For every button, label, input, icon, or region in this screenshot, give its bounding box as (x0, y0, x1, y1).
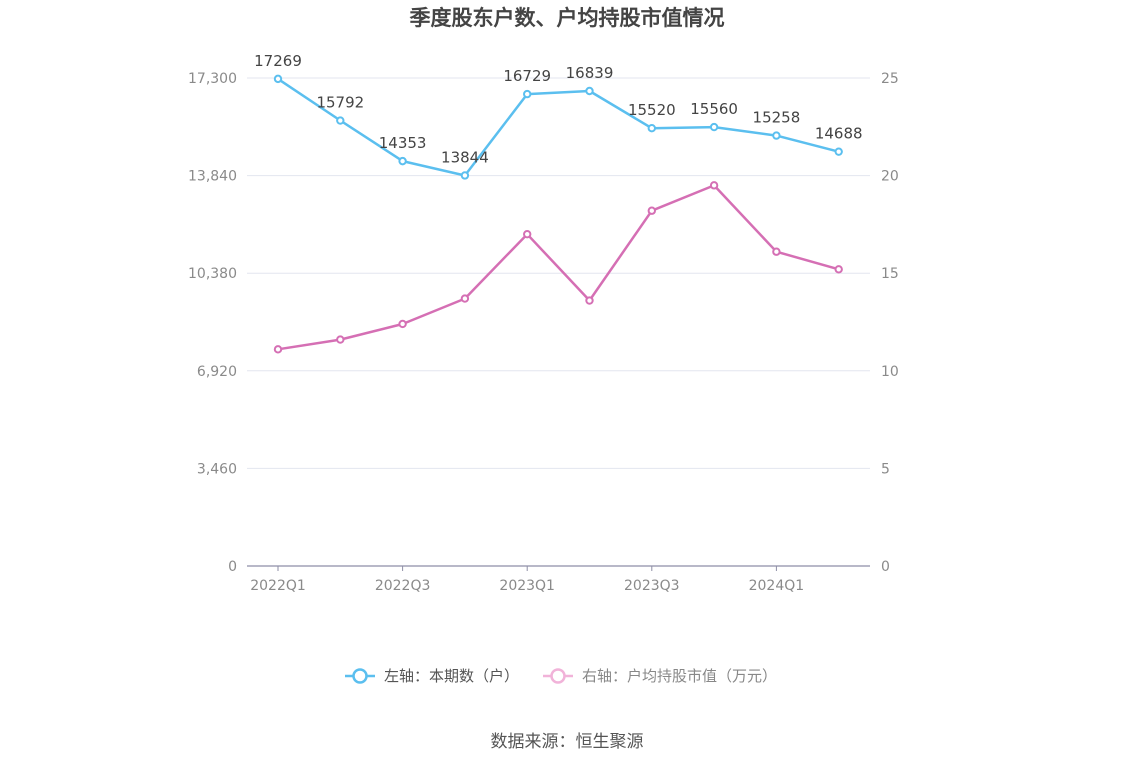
x-axis: 2022Q1 2022Q3 2023Q1 2023Q3 2024Q1 (247, 565, 870, 594)
series-1-point (523, 89, 532, 99)
source-note: 数据来源：恒生聚源 (491, 732, 644, 752)
series-1-point (834, 147, 843, 156)
series-1-point (585, 86, 594, 96)
y-axis-right: 0 5 10 15 20 25 (881, 71, 899, 575)
series-1-point (709, 122, 719, 132)
legend-item-2[interactable]: 右轴：户均持股市值（万元） (543, 667, 777, 685)
data-label: 15560 (690, 100, 738, 118)
series-1-point (772, 131, 781, 140)
x-tick-label: 2022Q1 (250, 578, 306, 594)
x-tick-label: 2023Q1 (499, 578, 555, 594)
legend-marker (550, 668, 566, 684)
y-right-tick-label: 0 (881, 559, 890, 575)
y-right-tick-label: 10 (881, 364, 899, 380)
series-2-point (460, 294, 470, 303)
y-right-tick-label: 25 (881, 71, 899, 87)
y-left-tick-label: 13,840 (188, 169, 237, 185)
data-label: 14353 (379, 134, 427, 152)
chart-title: 季度股东户数、户均持股市值情况 (410, 6, 725, 30)
legend-item-1[interactable]: 左轴：本期数（户） (345, 667, 519, 685)
series-1-point (460, 171, 470, 180)
series-1-point (647, 124, 656, 133)
data-label: 15520 (628, 101, 676, 119)
series-group: 17269 15792 14353 13844 16729 16839 15520 15560… (254, 52, 863, 354)
y-right-tick-label: 15 (881, 266, 899, 282)
x-tick-label: 2023Q3 (624, 578, 680, 594)
x-tick-label: 2022Q3 (375, 578, 431, 594)
legend-label: 右轴：户均持股市值（万元） (582, 667, 777, 685)
series-2-point (647, 206, 656, 215)
data-label: 15792 (316, 94, 364, 112)
legend-marker (352, 668, 368, 684)
y-left-tick-label: 17,300 (188, 71, 237, 87)
series-2-point (709, 181, 719, 190)
data-label: 14688 (815, 125, 863, 143)
y-left-tick-label: 3,460 (197, 461, 237, 477)
series-1-point (273, 74, 283, 84)
series-1-point (398, 156, 407, 166)
y-left-tick-label: 6,920 (197, 364, 237, 380)
series-2-point (273, 345, 283, 354)
data-label: 16839 (566, 64, 614, 82)
y-right-tick-label: 20 (881, 169, 899, 185)
series-2-point (834, 265, 843, 274)
series-2-point (523, 229, 532, 239)
x-tick-label: 2024Q1 (749, 578, 805, 594)
grid-lines (247, 77, 870, 469)
data-label: 17269 (254, 52, 302, 70)
data-label: 16729 (503, 67, 551, 85)
data-label: 15258 (753, 109, 801, 127)
series-2-point (585, 296, 594, 305)
series-line-1 (277, 77, 840, 177)
y-right-tick-label: 5 (881, 461, 890, 477)
data-label: 13844 (441, 148, 489, 166)
y-axis-left: 0 3,460 6,920 10,380 13,840 17,300 (188, 71, 237, 575)
y-left-tick-label: 10,380 (188, 266, 237, 282)
legend-label: 左轴：本期数（户） (384, 667, 519, 685)
series-2-point (772, 247, 781, 256)
series-2-point (398, 319, 407, 329)
series-1-point (336, 116, 345, 125)
legend[interactable]: 左轴：本期数（户） 右轴：户均持股市值（万元） (345, 667, 777, 685)
series-line-2 (277, 184, 840, 351)
series-2-point (336, 335, 345, 344)
y-left-tick-label: 0 (228, 559, 237, 575)
